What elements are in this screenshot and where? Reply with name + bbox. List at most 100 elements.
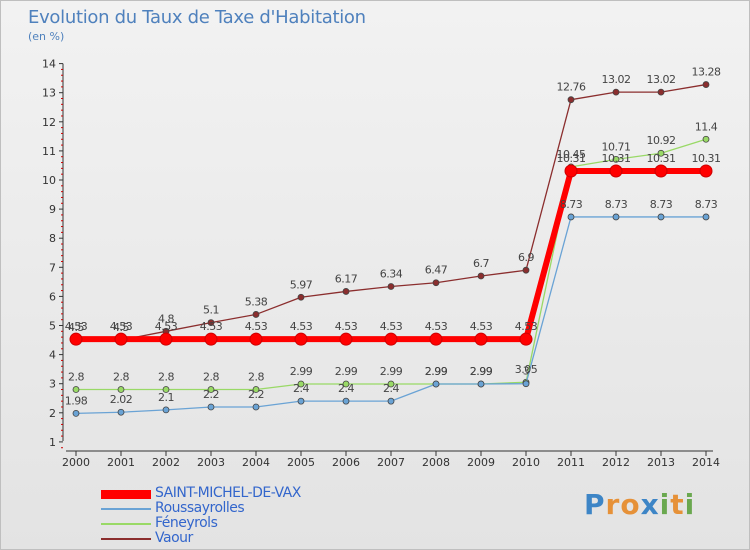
data-point-roussayrolles [522,380,530,388]
data-label-roussayrolles: 2.2 [248,388,264,401]
data-point-saint-michel-de-vax [519,332,533,346]
logo-letter: r [605,488,621,521]
chart-title: Evolution du Taux de Taxe d'Habitation [28,7,366,28]
data-point-f-neyrols [252,386,260,393]
data-point-f-neyrols [162,386,170,393]
data-point-roussayrolles [477,380,485,388]
data-point-vaour [657,88,665,96]
data-label-f-neyrols: 2.99 [380,365,403,378]
data-point-roussayrolles [612,213,620,221]
data-point-saint-michel-de-vax [474,332,488,346]
logo-letter: i [684,488,696,521]
data-label-saint-michel-de-vax: 4.53 [65,320,88,333]
y-tick-label: 13 [42,87,56,100]
data-label-vaour: 6.17 [335,272,358,285]
x-tick-label: 2010 [512,456,540,469]
legend-swatch-vaour [101,538,151,540]
data-label-roussayrolles: 2.4 [293,382,309,395]
data-label-roussayrolles: 2.99 [425,365,448,378]
data-label-roussayrolles: 8.73 [605,198,628,211]
x-tick-label: 2014 [692,456,720,469]
data-label-saint-michel-de-vax: 10.31 [692,152,721,165]
x-tick-label: 2012 [602,456,630,469]
data-point-saint-michel-de-vax [384,332,398,346]
legend-swatch-roussayrolles [101,508,151,510]
data-label-roussayrolles: 8.73 [560,198,583,211]
data-point-roussayrolles [657,213,665,221]
data-label-saint-michel-de-vax: 4.53 [380,320,403,333]
proxiti-logo: Proxiti [584,488,695,521]
x-tick-label: 2007 [377,456,405,469]
data-label-vaour: 13.28 [692,66,721,79]
data-label-vaour: 6.9 [518,251,534,264]
data-point-vaour [252,311,260,318]
data-label-f-neyrols: 2.8 [158,371,174,384]
x-tick-label: 2000 [62,456,90,469]
data-point-roussayrolles [252,403,260,411]
data-point-saint-michel-de-vax [159,332,173,346]
x-tick-label: 2001 [107,456,135,469]
data-label-vaour: 4.8 [158,312,174,325]
data-label-f-neyrols: 2.99 [335,365,358,378]
series-line-f-neyrols [76,138,707,391]
data-label-f-neyrols: 10.45 [557,148,586,161]
data-label-saint-michel-de-vax: 4.53 [425,320,448,333]
data-point-f-neyrols [297,380,305,388]
data-point-roussayrolles [702,213,710,221]
data-label-saint-michel-de-vax: 4.53 [470,320,493,333]
data-label-roussayrolles: 1.98 [65,394,88,407]
chart-subtitle: (en %) [28,30,65,43]
data-point-saint-michel-de-vax [699,164,713,178]
data-label-saint-michel-de-vax: 4.53 [290,320,313,333]
data-point-vaour [702,81,710,88]
data-label-f-neyrols: 2.8 [248,371,264,384]
data-point-vaour [207,319,215,326]
data-label-vaour: 6.34 [380,268,403,281]
data-label-vaour: 13.02 [647,73,676,86]
x-tick-label: 2008 [422,456,450,469]
data-point-roussayrolles [162,406,170,414]
data-point-roussayrolles [207,403,215,411]
data-point-f-neyrols [117,386,125,393]
data-point-vaour [387,283,395,290]
data-point-vaour [612,88,620,96]
x-tick-label: 2002 [152,456,180,469]
data-point-saint-michel-de-vax [114,332,128,346]
data-point-roussayrolles [342,397,350,405]
data-label-roussayrolles: 2.02 [110,393,133,406]
data-point-f-neyrols [657,149,665,157]
y-tick-label: 3 [49,378,56,391]
y-tick-label: 2 [49,407,56,420]
data-point-roussayrolles [117,408,125,416]
legend-label-roussayrolles: Roussayrolles [155,500,245,516]
data-point-saint-michel-de-vax [654,164,668,178]
legend-label-saint-michel-de-vax: SAINT-MICHEL-DE-VAX [155,485,301,501]
x-tick-label: 2009 [467,456,495,469]
data-label-f-neyrols: 3.05 [515,363,538,376]
x-tick-label: 2003 [197,456,225,469]
data-label-f-neyrols: 10.92 [647,134,676,147]
x-tick-label: 2011 [557,456,585,469]
y-tick-label: 5 [49,320,56,333]
data-label-roussayrolles: 2.2 [203,388,219,401]
data-point-vaour [432,279,440,287]
data-point-vaour [297,293,305,301]
data-label-saint-michel-de-vax: 4.53 [200,320,223,333]
data-point-saint-michel-de-vax [429,332,443,346]
data-label-saint-michel-de-vax: 4.53 [245,320,268,333]
data-label-vaour: 12.76 [557,81,586,94]
data-label-roussayrolles: 2.1 [158,391,174,404]
data-point-vaour [342,288,350,295]
x-tick-label: 2004 [242,456,270,469]
data-point-saint-michel-de-vax [294,332,308,346]
data-point-f-neyrols [612,155,620,163]
data-point-saint-michel-de-vax [339,332,353,346]
logo-letter: x [640,488,660,521]
data-label-f-neyrols: 2.8 [68,371,84,384]
data-label-vaour: 5.1 [203,304,219,317]
logo-letter: o [620,488,641,521]
data-label-vaour: 4.5 [68,321,84,334]
x-tick-label: 2006 [332,456,360,469]
y-tick-label: 11 [42,145,56,158]
data-point-vaour [477,272,485,280]
